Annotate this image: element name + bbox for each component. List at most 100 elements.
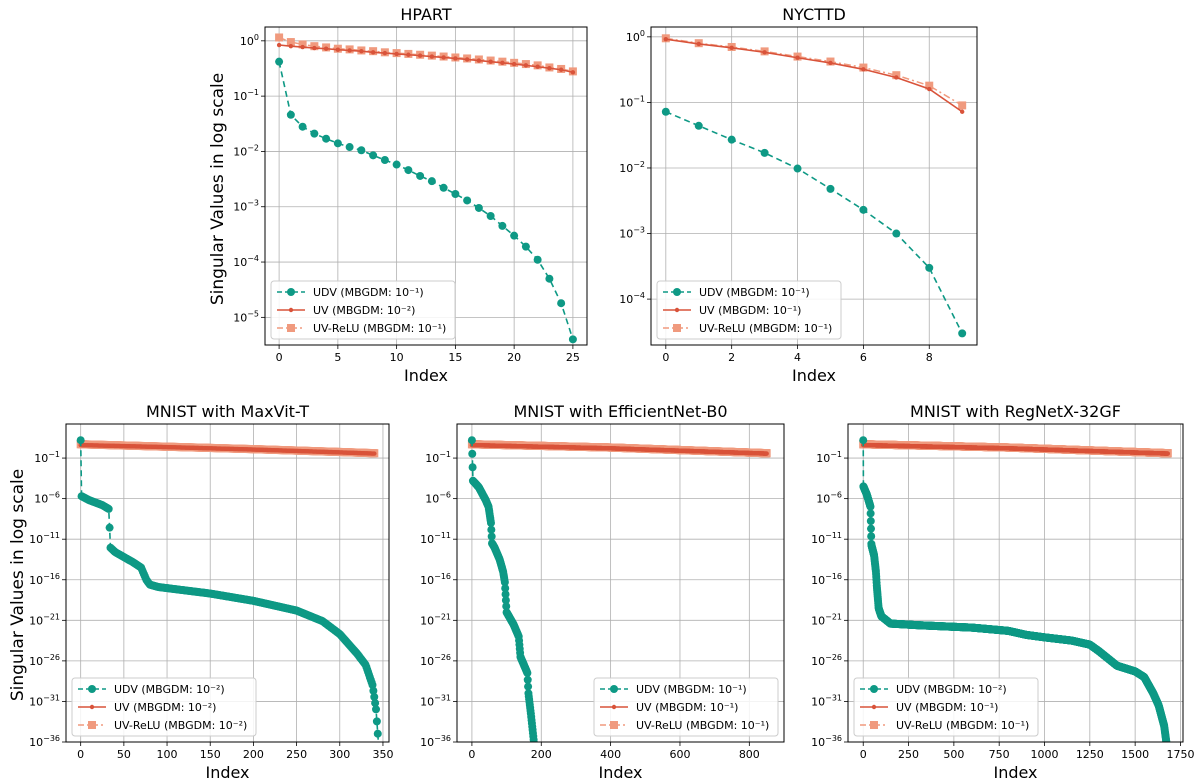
- legend-marker-uvrelu: [88, 721, 96, 729]
- legend: UDV (MBGDM: 10⁻²)UV (MBGDM: 10⁻²)UV-ReLU…: [71, 677, 257, 737]
- x-tick-label: 400: [600, 748, 621, 761]
- data-point-udv: [357, 146, 366, 155]
- data-point-uv: [894, 75, 899, 80]
- data-point-uv: [729, 45, 734, 51]
- data-point-udv: [487, 532, 496, 541]
- legend-label: UV (MBGDM: 10⁻¹): [699, 304, 801, 317]
- data-point-udv: [468, 463, 477, 472]
- y-tick-label: 10−16: [420, 572, 451, 587]
- data-point-uv: [570, 70, 576, 75]
- data-point-udv: [372, 717, 381, 726]
- data-point-udv: [322, 134, 331, 143]
- data-point-udv: [793, 164, 802, 173]
- y-tick-label: 10−1: [233, 88, 259, 103]
- x-tick-label: 600: [669, 748, 690, 761]
- y-tick-label: 10−6: [34, 491, 60, 506]
- data-point-udv: [501, 596, 510, 605]
- legend-marker-uvrelu: [287, 324, 295, 332]
- y-tick-label: 10−16: [811, 572, 842, 587]
- y-tick-label: 10−6: [816, 491, 842, 506]
- x-tick-label: 0: [662, 351, 669, 364]
- chart-title: NYCTTD: [782, 5, 846, 24]
- x-tick-label: 150: [200, 748, 221, 761]
- data-point-uv: [300, 44, 305, 50]
- legend-marker-udv: [88, 685, 96, 693]
- data-point-udv: [501, 584, 510, 593]
- y-tick-label: 10−36: [420, 734, 451, 749]
- x-tick-label: 5: [334, 351, 341, 364]
- x-tick-label: 10: [390, 351, 404, 364]
- data-point-uvrelu: [892, 71, 901, 80]
- data-point-udv: [523, 675, 532, 684]
- y-tick-label: 10−31: [811, 693, 842, 708]
- legend-label: UV-ReLU (MBGDM: 10⁻¹): [699, 322, 832, 335]
- legend-marker-udv: [287, 288, 295, 296]
- data-point-uv: [828, 60, 833, 66]
- legend-marker-udv: [673, 288, 681, 296]
- plot-area: [467, 436, 771, 742]
- data-point-uv: [795, 55, 800, 60]
- data-point-uv: [394, 51, 399, 57]
- x-tick-label: 2: [728, 351, 735, 364]
- data-point-udv: [510, 231, 519, 240]
- x-tick-label: 500: [943, 748, 964, 761]
- x-axis-label: Index: [598, 763, 642, 781]
- y-tick-label: 10−3: [233, 199, 259, 214]
- data-point-uv: [558, 67, 564, 72]
- data-point-uv: [347, 48, 352, 53]
- data-point-uv: [323, 46, 329, 51]
- y-tick-label: 10−31: [420, 693, 451, 708]
- data-point-udv: [370, 692, 379, 701]
- data-point-udv: [104, 504, 113, 513]
- data-point-udv: [533, 255, 542, 264]
- data-point-uv: [523, 63, 529, 68]
- y-tick-label: 10−3: [619, 226, 645, 241]
- series-line-uv: [279, 44, 574, 74]
- x-tick-label: 250: [898, 748, 919, 761]
- data-point-uv: [762, 50, 767, 55]
- data-point-udv: [557, 299, 566, 308]
- chart-title: MNIST with EfficientNet-B0: [513, 402, 727, 421]
- data-point-uv: [500, 60, 505, 66]
- chart-panel-4: 0 200 400 600 80010−110−610−1110−1610−2110−2…: [420, 402, 785, 781]
- y-tick-label: 10−21: [811, 612, 842, 627]
- y-tick-label: 100: [240, 33, 259, 48]
- data-point-udv: [345, 143, 354, 152]
- legend-box: [656, 280, 842, 340]
- legend-label: UDV (MBGDM: 10⁻¹): [699, 286, 810, 299]
- legend-label: UV-ReLU (MBGDM: 10⁻¹): [313, 322, 446, 335]
- data-point-udv: [501, 590, 510, 599]
- data-point-udv: [451, 189, 460, 198]
- data-point-udv: [661, 107, 670, 116]
- data-point-udv: [463, 196, 472, 205]
- chart-title: HPART: [400, 5, 452, 24]
- data-point-udv: [427, 177, 436, 186]
- x-tick-label: 750: [989, 748, 1010, 761]
- plot-area: [76, 436, 382, 742]
- data-point-udv: [502, 602, 511, 611]
- y-tick-label: 10−36: [811, 734, 842, 749]
- x-tick-label: 25: [566, 351, 580, 364]
- data-point-udv: [958, 329, 967, 338]
- axes-frame: [650, 26, 978, 346]
- axes-frame: [456, 423, 785, 743]
- x-tick-label: 250: [286, 748, 307, 761]
- y-tick-label: 10−26: [29, 653, 60, 668]
- plot-area: [661, 34, 967, 338]
- y-tick-label: 10−2: [233, 143, 259, 158]
- data-point-uv: [417, 53, 423, 58]
- legend-marker-uv: [674, 307, 680, 313]
- x-tick-label: 8: [926, 351, 933, 364]
- x-axis-label: Index: [792, 366, 836, 385]
- y-tick-label: 10−36: [29, 734, 60, 749]
- x-tick-label: 350: [372, 748, 393, 761]
- data-point-udv: [859, 205, 868, 214]
- x-axis-label: Index: [404, 366, 448, 385]
- data-point-udv: [545, 274, 554, 283]
- legend-label: UV (MBGDM: 10⁻²): [114, 701, 216, 714]
- y-tick-label: 10−4: [233, 254, 259, 269]
- x-tick-label: 1250: [1076, 748, 1104, 761]
- series-line-udv: [665, 111, 963, 334]
- x-axis-label: Index: [205, 763, 249, 781]
